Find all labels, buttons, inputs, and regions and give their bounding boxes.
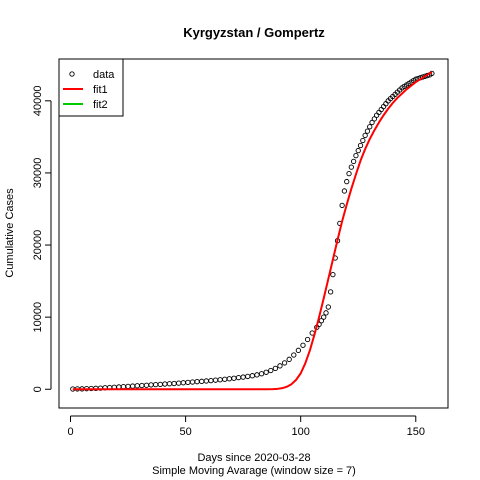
legend-label-fit2: fit2 [93,99,108,111]
y-tick-label: 30000 [32,158,44,189]
data-point [327,289,334,295]
data-point [339,202,345,209]
data-point [277,363,283,369]
plot-area [70,70,435,392]
chart-title: Kyrgyzstan / Gompertz [183,25,325,40]
data-point [422,73,428,79]
x-tick-label: 50 [179,426,191,438]
legend-marker-data [69,71,75,77]
data-point [355,147,361,154]
data-point [341,188,348,194]
data-point [263,369,269,375]
data-point [360,137,366,144]
data-point [353,152,359,159]
data-point [346,171,352,177]
data-point [281,360,288,366]
data-point [350,158,357,165]
y-axis: 0 10000 20000 30000 40000 [32,86,52,392]
data-point [286,356,292,362]
y-tick-label: 0 [32,386,44,392]
y-axis-label: Cumulative Cases [4,188,16,278]
data-point [371,116,377,122]
data-point [330,271,336,278]
data-point [325,304,331,310]
data-point [357,142,364,149]
x-axis-label: Days since 2020-03-28 [197,452,310,464]
y-tick-label: 40000 [32,86,44,117]
data-point [304,336,311,343]
data-point [369,119,375,126]
data-point [344,178,350,185]
legend-box [58,58,124,117]
legend-label-fit1: fit1 [93,84,108,96]
data-point [258,371,265,377]
data-point [291,352,297,358]
data-point [300,342,306,348]
data-point [362,132,368,139]
x-tick-label: 0 [67,426,73,438]
fit1-line [72,71,433,391]
data-point [323,310,329,316]
data-point [272,365,279,371]
x-axis-subtitle: Simple Moving Avarage (window size = 7) [152,465,356,477]
y-tick-label: 20000 [32,230,44,261]
data-point [318,318,325,324]
plot-frame [58,58,449,409]
x-tick-label: 100 [292,426,310,438]
x-tick-label: 150 [407,426,425,438]
data-point [268,367,274,374]
x-axis: 0 50 100 150 [67,415,425,438]
y-tick-label: 10000 [32,302,44,333]
data-point [367,124,373,130]
legend-label-data: data [93,69,115,81]
data-point [348,164,354,170]
data-point [364,128,371,134]
data-point [295,347,302,353]
legend: data fit1 fit2 [58,58,124,117]
data-point [321,314,327,320]
